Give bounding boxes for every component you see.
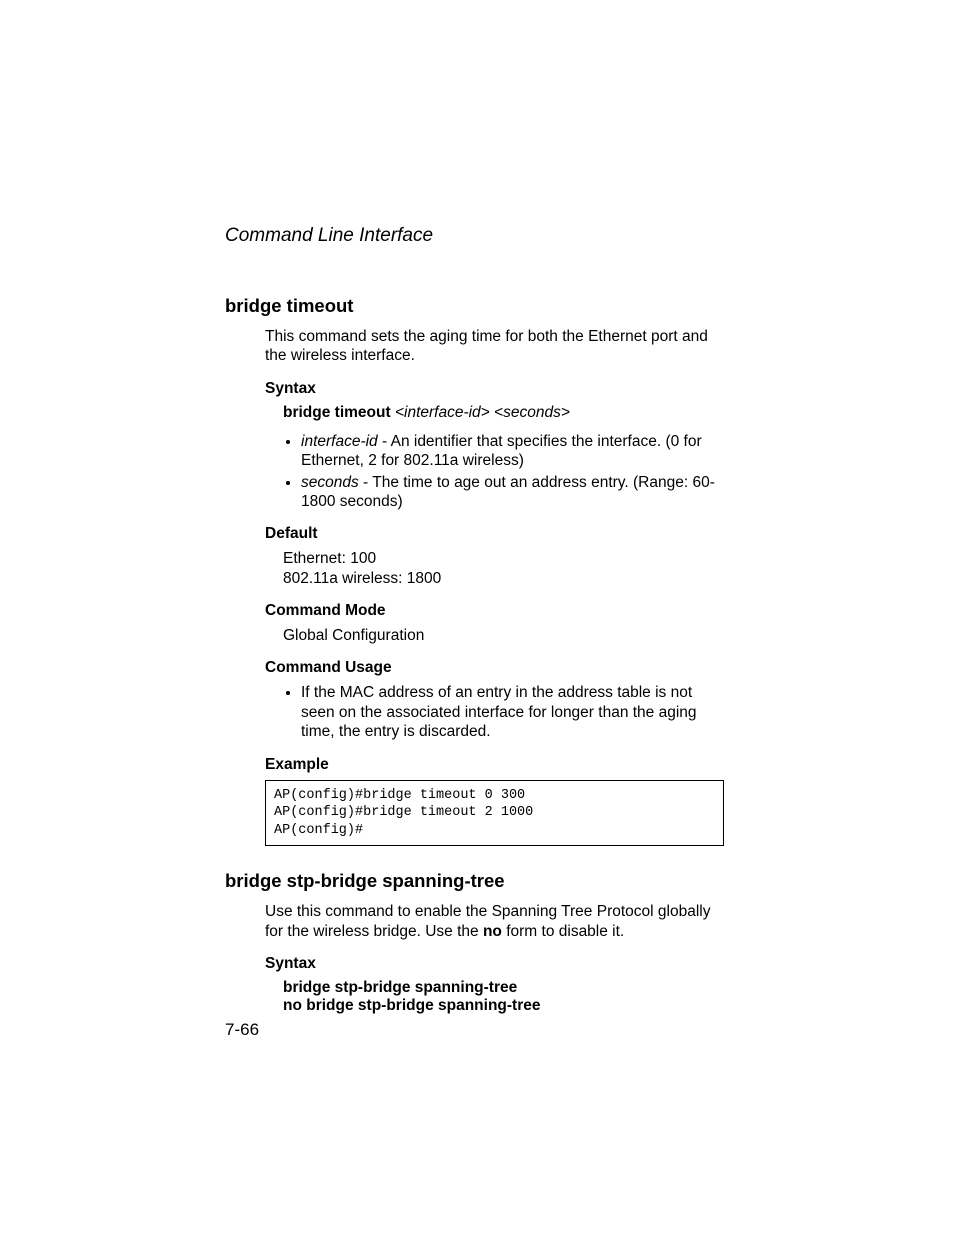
syntax-line: bridge stp-bridge spanning-tree no bridg…: [283, 979, 724, 1015]
syntax-head: Syntax: [265, 955, 724, 973]
default-head: Default: [265, 525, 724, 543]
mode-head: Command Mode: [265, 602, 724, 620]
intro-text: This command sets the aging time for bot…: [265, 327, 724, 366]
mode-text: Global Configuration: [283, 626, 724, 645]
syntax-cmd: bridge timeout: [283, 404, 391, 421]
intro-text: Use this command to enable the Spanning …: [265, 902, 724, 941]
intro-post: form to disable it.: [502, 923, 624, 940]
default-text: Ethernet: 100 802.11a wireless: 1800: [283, 549, 724, 588]
syntax-head: Syntax: [265, 380, 724, 398]
usage-head: Command Usage: [265, 659, 724, 677]
page: Command Line Interface bridge timeout Th…: [0, 0, 954, 1235]
usage-list: If the MAC address of an entry in the ad…: [283, 683, 724, 741]
example-code: AP(config)#bridge timeout 0 300 AP(confi…: [265, 780, 724, 847]
list-item: seconds - The time to age out an address…: [301, 473, 724, 512]
section-title-bridge-timeout: bridge timeout: [225, 295, 724, 317]
syntax-arg: <seconds>: [494, 404, 570, 421]
intro-bold: no: [483, 923, 502, 940]
param-name: interface-id: [301, 433, 378, 450]
param-name: seconds: [301, 474, 359, 491]
param-desc: - The time to age out an address entry. …: [301, 474, 715, 510]
syntax-line: bridge timeout <interface-id> <seconds>: [283, 404, 724, 422]
default-line: Ethernet: 100: [283, 550, 376, 567]
running-head: Command Line Interface: [225, 225, 724, 247]
param-list: interface-id - An identifier that specif…: [283, 432, 724, 512]
syntax-cmd: bridge stp-bridge spanning-tree: [283, 979, 517, 996]
list-item: interface-id - An identifier that specif…: [301, 432, 724, 471]
list-item: If the MAC address of an entry in the ad…: [301, 683, 724, 741]
example-head: Example: [265, 756, 724, 774]
syntax-arg: <interface-id>: [395, 404, 490, 421]
default-line: 802.11a wireless: 1800: [283, 570, 441, 587]
section-body: Use this command to enable the Spanning …: [265, 902, 724, 1015]
section-body: This command sets the aging time for bot…: [265, 327, 724, 846]
page-number: 7-66: [225, 1020, 259, 1040]
section-title-bridge-stp: bridge stp-bridge spanning-tree: [225, 870, 724, 892]
syntax-cmd: no bridge stp-bridge spanning-tree: [283, 997, 540, 1014]
